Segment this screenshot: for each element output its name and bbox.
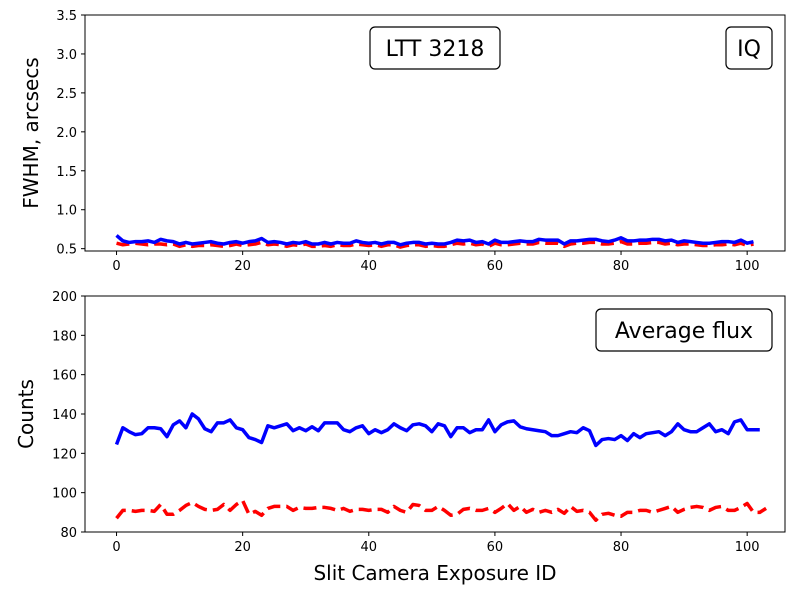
y-axis-label: Counts <box>14 379 38 449</box>
x-tick-label: 100 <box>735 259 760 274</box>
y-tick-label: 2.5 <box>56 87 77 102</box>
x-tick-label: 60 <box>487 259 504 274</box>
x-tick-label: 20 <box>234 259 251 274</box>
x-tick-label: 80 <box>613 259 630 274</box>
series-line-red <box>116 239 754 249</box>
series-line-blue <box>115 234 754 247</box>
y-tick-label: 100 <box>52 487 77 502</box>
y-tick-label: 2.0 <box>56 126 77 141</box>
annotation-box <box>725 26 773 70</box>
y-tick-label: 1.5 <box>56 165 77 180</box>
x-tick-label: 40 <box>361 259 378 274</box>
x-tick-label: 0 <box>112 259 120 274</box>
x-tick-label: 100 <box>735 540 760 555</box>
x-axis-label: Slit Camera Exposure ID <box>313 561 556 585</box>
series-line-blue <box>114 412 760 448</box>
y-tick-label: 3.5 <box>56 9 77 24</box>
x-tick-label: 60 <box>487 540 504 555</box>
annotation-label: LTT 3218 <box>386 37 485 62</box>
annotation-box <box>369 26 501 70</box>
x-tick-label: 0 <box>112 540 120 555</box>
annotation-box <box>595 308 773 352</box>
y-tick-label: 160 <box>52 369 77 384</box>
y-tick-label: 80 <box>60 526 77 541</box>
y-tick-label: 3.0 <box>56 48 77 63</box>
flux-panel: 0 20 40 60 80 100 80 100 120 140 160 180 200 Counts Sl… <box>14 290 786 585</box>
y-tick-label: 0.5 <box>56 243 77 258</box>
y-tick-label: 200 <box>52 290 77 305</box>
y-tick-label: 1.0 <box>56 204 77 219</box>
y-tick-label: 140 <box>52 408 77 423</box>
x-tick-label: 20 <box>234 540 251 555</box>
annotation-label: IQ <box>737 37 761 62</box>
x-tick-label: 40 <box>361 540 378 555</box>
y-axis-label: FWHM, arcsecs <box>19 57 43 208</box>
annotation-label: Average flux <box>615 319 753 344</box>
y-tick-label: 180 <box>52 329 77 344</box>
x-tick-label: 80 <box>613 540 630 555</box>
fwhm-panel: 0 20 40 60 80 100 0.5 1.0 1.5 2.0 2.5 3.0 3.5 FWHM, a… <box>19 9 786 274</box>
y-tick-label: 120 <box>52 447 77 462</box>
series-line-red <box>115 498 768 522</box>
